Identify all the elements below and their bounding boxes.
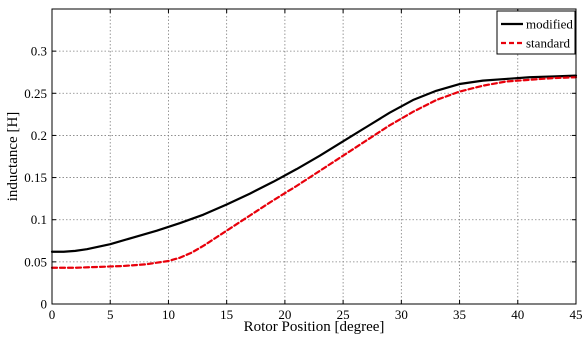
- y-tick-label: 0.1: [31, 212, 47, 227]
- y-tick-label: 0.2: [31, 128, 47, 143]
- x-tick-label: 45: [570, 307, 583, 322]
- series-lines: [50, 74, 578, 269]
- legend-label-standard: standard: [526, 36, 571, 51]
- legend: modified standard: [496, 10, 576, 55]
- legend-label-modified: modified: [526, 17, 573, 32]
- x-tick-labels: 0 5 10 15 20 25 30 35 40 45: [49, 307, 583, 322]
- y-axis-label: inductance [H]: [5, 112, 21, 202]
- x-tick-label: 40: [511, 307, 524, 322]
- x-tick-label: 5: [107, 307, 114, 322]
- y-tick-label: 0: [41, 297, 48, 312]
- series-line-standard: [50, 76, 578, 269]
- y-tick-label: 0.25: [24, 86, 47, 101]
- y-tick-labels: 0 0.05 0.1 0.15 0.2 0.25 0.3: [24, 44, 47, 312]
- x-tick-label: 15: [220, 307, 233, 322]
- series-line-modified: [50, 74, 578, 253]
- x-tick-label: 10: [162, 307, 175, 322]
- y-tick-label: 0.15: [24, 170, 47, 185]
- x-tick-label: 20: [278, 307, 291, 322]
- plot-frame: [51, 8, 577, 305]
- y-tick-label: 0.3: [31, 44, 47, 59]
- legend-box: [496, 10, 576, 55]
- y-tick-label: 0.05: [24, 254, 47, 269]
- x-axis-label: Rotor Position [degree]: [244, 319, 385, 335]
- x-tick-label: 0: [49, 307, 56, 322]
- x-tick-label: 25: [337, 307, 350, 322]
- x-tick-label: 35: [453, 307, 466, 322]
- axis-ticks: [51, 9, 577, 305]
- x-tick-label: 30: [395, 307, 408, 322]
